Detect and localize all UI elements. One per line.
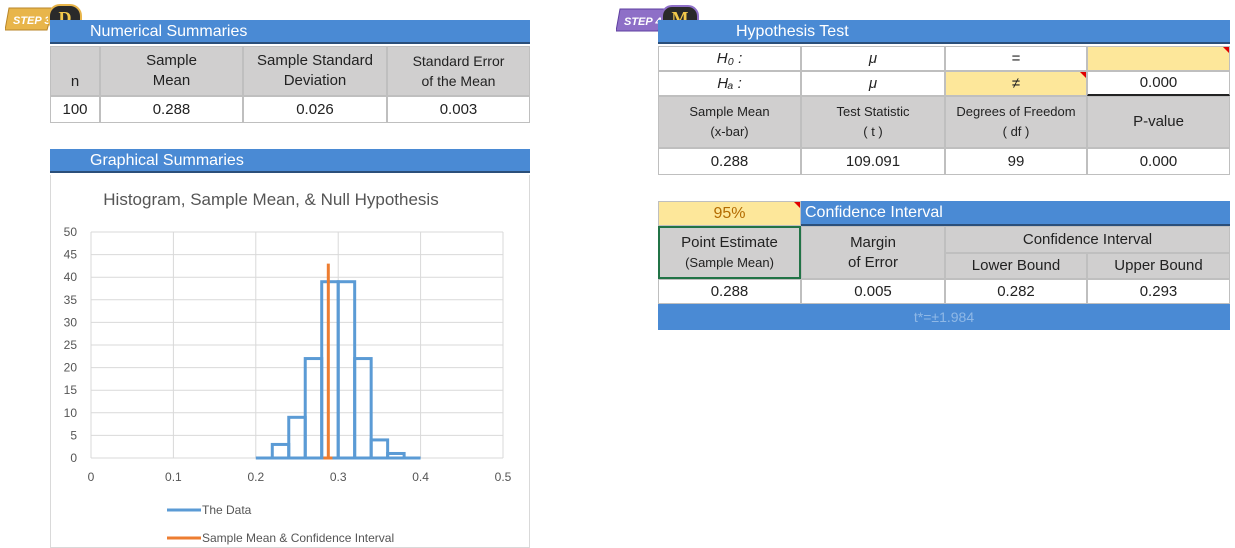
hypothesis-test-header: Hypothesis Test	[658, 20, 1230, 44]
numerical-summaries-header: Numerical Summaries	[50, 20, 530, 44]
confidence-interval-title: Confidence Interval	[805, 204, 943, 221]
chart-area: Histogram, Sample Mean, & Null Hypothesi…	[50, 175, 530, 548]
histogram-bar	[270, 442, 291, 460]
histogram-bar	[386, 451, 406, 460]
y-tick-label: 40	[64, 270, 78, 284]
ha-value: 0.000	[1087, 71, 1230, 96]
h0-label: H₀ :	[658, 46, 801, 71]
y-tick-label: 15	[64, 383, 78, 397]
histogram-bar	[336, 280, 357, 460]
y-tick-label: 50	[64, 225, 78, 239]
x-tick-label: 0.3	[330, 470, 347, 484]
margin-of-error-value: 0.005	[801, 279, 945, 304]
t-value: 109.091	[801, 148, 945, 175]
col-sample-mean-xbar-header: Sample Mean (x-bar)	[658, 96, 801, 148]
numerical-summaries-title: Numerical Summaries	[90, 23, 248, 40]
y-tick-label: 30	[64, 315, 78, 329]
df-value: 99	[945, 148, 1087, 175]
h0-mu: μ	[801, 46, 945, 71]
y-tick-label: 35	[64, 293, 78, 307]
histogram-bar	[303, 357, 324, 460]
lower-bound-header: Lower Bound	[945, 253, 1087, 279]
ha-operator-select[interactable]: ≠	[945, 71, 1087, 96]
step4-tag: STEP 4	[616, 8, 665, 32]
confidence-level-input[interactable]: 95%	[658, 201, 801, 226]
x-tick-label: 0.4	[412, 470, 429, 484]
y-tick-label: 45	[64, 248, 78, 262]
step3-tag: STEP 3	[5, 7, 54, 31]
se-mean-value: 0.003	[387, 96, 530, 123]
y-tick-label: 0	[70, 451, 77, 465]
col-p-value-header: P-value	[1087, 96, 1230, 148]
histogram-bar	[287, 415, 307, 460]
ha-mu: μ	[801, 71, 945, 96]
upper-bound-value: 0.293	[1087, 279, 1230, 304]
col-sample-sd-header: Sample Standard Deviation	[243, 46, 387, 96]
upper-bound-header: Upper Bound	[1087, 253, 1230, 279]
ci-bounds-header: Confidence Interval	[945, 226, 1230, 253]
col-test-statistic-header: Test Statistic ( t )	[801, 96, 945, 148]
t-star-footer: t*=±1.984	[658, 304, 1230, 330]
x-tick-label: 0	[88, 470, 95, 484]
margin-of-error-header: Margin of Error	[801, 226, 945, 279]
point-estimate-header[interactable]: Point Estimate (Sample Mean)	[658, 226, 801, 279]
chart-title: Histogram, Sample Mean, & Null Hypothesi…	[103, 190, 439, 209]
confidence-interval-header: Confidence Interval	[801, 201, 1230, 226]
h0-value-input[interactable]	[1087, 46, 1230, 71]
p-value: 0.000	[1087, 148, 1230, 175]
graphical-summaries-title: Graphical Summaries	[90, 152, 244, 169]
point-estimate-value: 0.288	[658, 279, 801, 304]
col-sample-mean-header: Sample Mean	[100, 46, 243, 96]
x-tick-label: 0.5	[495, 470, 512, 484]
sample-mean-value: 0.288	[100, 96, 243, 123]
xbar-value: 0.288	[658, 148, 801, 175]
sample-sd-value: 0.026	[243, 96, 387, 123]
comment-marker	[1223, 47, 1229, 53]
legend-label: The Data	[202, 503, 252, 517]
x-tick-label: 0.2	[247, 470, 264, 484]
comment-marker	[794, 202, 800, 208]
hypothesis-test-title: Hypothesis Test	[736, 23, 849, 40]
graphical-summaries-header: Graphical Summaries	[50, 149, 530, 173]
svg-text:STEP 4: STEP 4	[624, 16, 662, 28]
legend-label: Sample Mean & Confidence Interval	[202, 531, 394, 545]
svg-text:STEP 3: STEP 3	[13, 15, 51, 27]
histogram-chart: 0 5 10 15 20 25 30 35 40 45 50 0 0.1 0.2 0.3 0.4 0.5 The …	[64, 225, 512, 545]
col-n-header: n	[50, 46, 100, 96]
ha-label: Hₐ :	[658, 71, 801, 96]
x-tick-label: 0.1	[165, 470, 182, 484]
t-star-value: t*=±1.984	[913, 309, 975, 325]
y-tick-label: 10	[64, 406, 78, 420]
y-tick-label: 20	[64, 361, 78, 375]
comment-marker	[1080, 72, 1086, 78]
histogram-bar	[320, 280, 340, 460]
histogram-bar	[369, 438, 390, 460]
h0-operator: =	[945, 46, 1087, 71]
n-value: 100	[50, 96, 100, 123]
histogram-bar	[353, 357, 373, 460]
y-tick-label: 25	[64, 338, 78, 352]
y-tick-label: 5	[70, 428, 77, 442]
col-se-mean-header: Standard Error of the Mean	[387, 46, 530, 96]
col-df-header: Degrees of Freedom ( df )	[945, 96, 1087, 148]
lower-bound-value: 0.282	[945, 279, 1087, 304]
